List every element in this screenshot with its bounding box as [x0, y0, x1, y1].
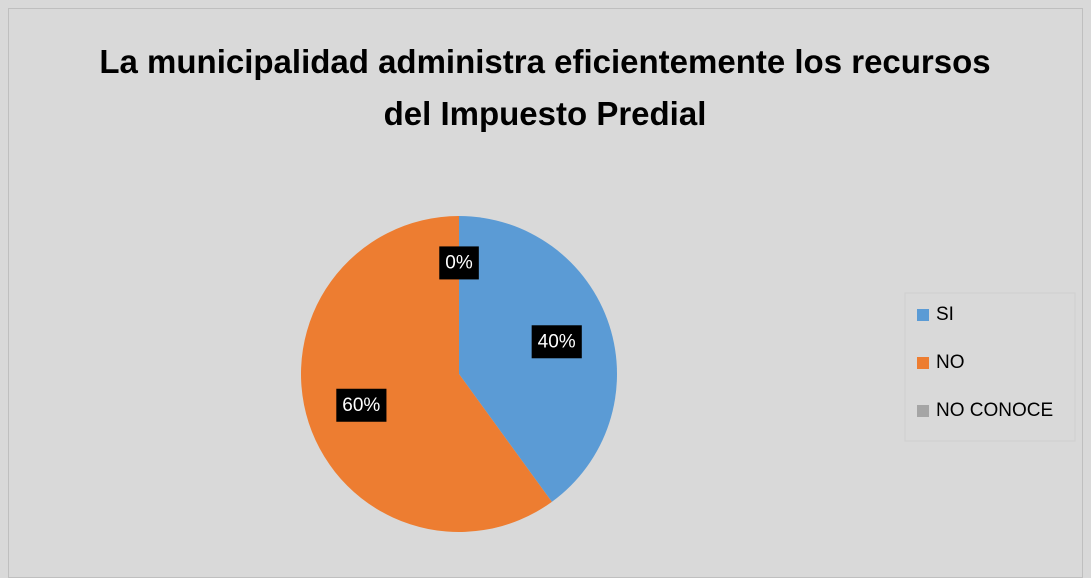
- data-label-bg: [336, 388, 387, 422]
- data-label: 0%: [445, 252, 473, 273]
- data-label-bg: [531, 325, 582, 359]
- pie-slice: [459, 216, 617, 502]
- legend-swatch: [917, 309, 929, 321]
- legend-swatch: [917, 357, 929, 369]
- legend-swatch: [917, 405, 929, 417]
- data-label: 60%: [342, 395, 380, 416]
- legend-label: NO CONOCE: [936, 400, 1053, 421]
- chart-title: La municipalidad administra eficientemen…: [99, 43, 991, 132]
- legend-box: [904, 292, 1076, 442]
- legend-label: SI: [936, 304, 954, 325]
- pie-slice: [301, 216, 552, 532]
- data-label: 40%: [538, 331, 576, 352]
- data-label-bg: [439, 246, 479, 280]
- legend-label: NO: [936, 352, 965, 373]
